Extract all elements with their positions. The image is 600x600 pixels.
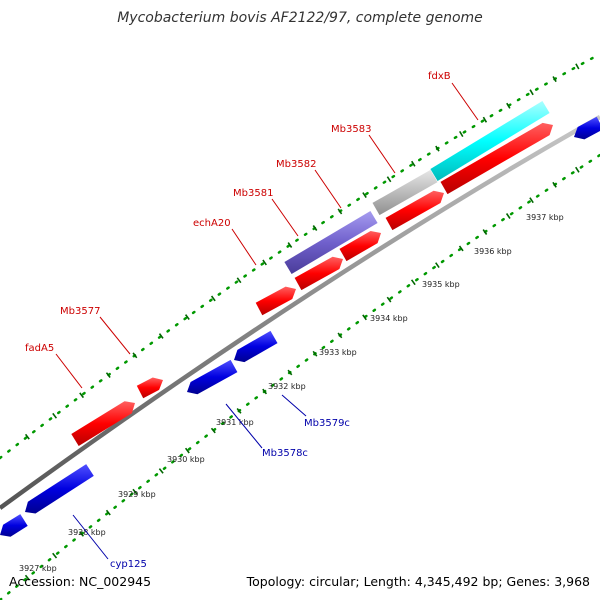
- gene-label-forward: fadA5: [25, 343, 54, 354]
- ruler-tick-mark: [337, 332, 343, 339]
- Mb3576c-arrow: [25, 464, 94, 514]
- ruler-tick-mark: [262, 259, 267, 266]
- ruler-tick-mark: [362, 314, 367, 321]
- gene-leader-line: [451, 82, 479, 121]
- ruler-tick-mark: [386, 176, 392, 183]
- ruler-tick-mark: [262, 388, 268, 395]
- ruler-tick-mark: [529, 89, 534, 96]
- ruler-tick-mark: [132, 488, 138, 495]
- ruler-tick-mark: [459, 130, 464, 138]
- gene-leader-line: [281, 394, 307, 417]
- Mb3582-arrow: [339, 231, 381, 262]
- ruler-tick-mark: [312, 225, 318, 231]
- ruler-tick-mark: [312, 350, 318, 357]
- kbp-tick-label: 3936 kbp: [474, 247, 512, 256]
- ruler-tick-mark: [435, 145, 440, 152]
- gene-label-forward: fdxB: [428, 71, 451, 82]
- grey-highlight-block: [372, 169, 438, 216]
- kbp-tick-label: 3933 kbp: [319, 348, 357, 357]
- ruler-tick-mark: [482, 229, 488, 235]
- ruler-tick-mark: [52, 552, 58, 559]
- echA20-arrow: [255, 286, 296, 316]
- genome-backbone: [0, 115, 600, 510]
- gene-leader-line: [72, 514, 109, 560]
- ruler-tick-mark: [552, 76, 557, 83]
- gene-label-forward: echA20: [193, 218, 231, 229]
- ruler-tick-mark: [552, 181, 557, 188]
- gene-label-forward: Mb3582: [276, 159, 316, 170]
- topology-text: Topology: circular; Length: 4,345,492 bp…: [246, 574, 590, 589]
- ruler-tick-mark: [482, 116, 488, 123]
- ruler-tick-mark: [435, 262, 440, 269]
- kbp-tick-label: 3929 kbp: [118, 490, 156, 499]
- ruler-tick-mark: [158, 333, 164, 339]
- next-reverse-gene-arrow: [574, 116, 600, 140]
- ruler-tick-mark: [529, 197, 534, 204]
- ruler-tick-mark: [132, 352, 138, 359]
- Mb3581-arrow: [294, 256, 343, 291]
- gene-label-reverse: Mb3579c: [304, 418, 350, 429]
- ruler-tick-mark: [505, 213, 511, 219]
- accession-text: Accession: NC_002945: [9, 574, 152, 589]
- kbp-tick-label: 3935 kbp: [422, 280, 460, 289]
- gene-label-forward: Mb3583: [331, 124, 371, 135]
- gene-leader-line: [271, 198, 299, 237]
- ruler-tick-mark: [411, 160, 416, 167]
- kbp-tick-label: 3934 kbp: [370, 314, 408, 323]
- ruler-tick-mark: [105, 509, 111, 516]
- ruler-tick-mark: [458, 245, 464, 252]
- ruler-tick-mark: [79, 392, 85, 399]
- kbp-tick-label: 3931 kbp: [216, 418, 254, 427]
- kbp-tick-label: 3930 kbp: [167, 455, 205, 464]
- gene-label-reverse: cyp125: [110, 559, 147, 570]
- gene-leader-line: [225, 403, 263, 449]
- ruler-tick-mark: [575, 63, 580, 70]
- ruler-tick-mark: [105, 372, 111, 378]
- ruler-tick-mark: [210, 427, 216, 434]
- ruler-tick-mark: [24, 433, 30, 440]
- ruler-tick-mark: [236, 277, 242, 284]
- fdxB-arrow: [440, 122, 553, 195]
- Mb3578c-arrow: [187, 359, 238, 395]
- gene-leader-line: [368, 134, 396, 174]
- kbp-tick-label: 3937 kbp: [526, 213, 564, 222]
- ruler-tick-mark: [386, 296, 392, 303]
- Mb3583-arrow: [385, 190, 444, 231]
- Mb3579c-arrow: [234, 330, 278, 363]
- ruler-tick-mark: [236, 408, 242, 414]
- ruler-tick-mark: [506, 102, 511, 109]
- map-title: Mycobacterium bovis AF2122/97, complete …: [117, 10, 483, 26]
- ruler-tick-mark: [184, 314, 190, 320]
- ruler-tick-mark: [287, 369, 293, 376]
- gene-leader-line: [231, 228, 257, 266]
- ruler-tick-mark: [410, 279, 416, 286]
- Mb3577-arrow: [136, 377, 163, 399]
- ruler-tick-mark: [79, 531, 85, 537]
- gene-leader-line: [99, 316, 131, 355]
- purple-highlight-block: [284, 211, 378, 274]
- gene-label-forward: Mb3581: [233, 188, 273, 199]
- gene-leader-line: [55, 353, 83, 389]
- fadA5-arrow: [71, 401, 135, 446]
- ruler-tick-mark: [575, 166, 580, 173]
- gene-label-forward: Mb3577: [60, 306, 100, 317]
- gene-leader-line: [314, 169, 342, 209]
- ruler-tick-mark: [287, 242, 293, 248]
- cyp125-arrow: [0, 514, 28, 537]
- kbp-tick-label: 3932 kbp: [268, 382, 306, 391]
- ruler-tick-mark: [210, 295, 216, 302]
- ruler-tick-mark: [337, 208, 343, 215]
- ruler-tick-mark: [362, 192, 367, 199]
- gene-label-reverse: Mb3578c: [262, 448, 308, 459]
- kbp-tick-label: 3927 kbp: [19, 564, 57, 573]
- cyan-highlight-block: [430, 101, 550, 181]
- ruler-tick-mark: [52, 412, 58, 419]
- ruler-tick-mark: [24, 574, 30, 581]
- ruler-tick-mark: [184, 447, 190, 454]
- ruler-tick-mark: [158, 468, 164, 474]
